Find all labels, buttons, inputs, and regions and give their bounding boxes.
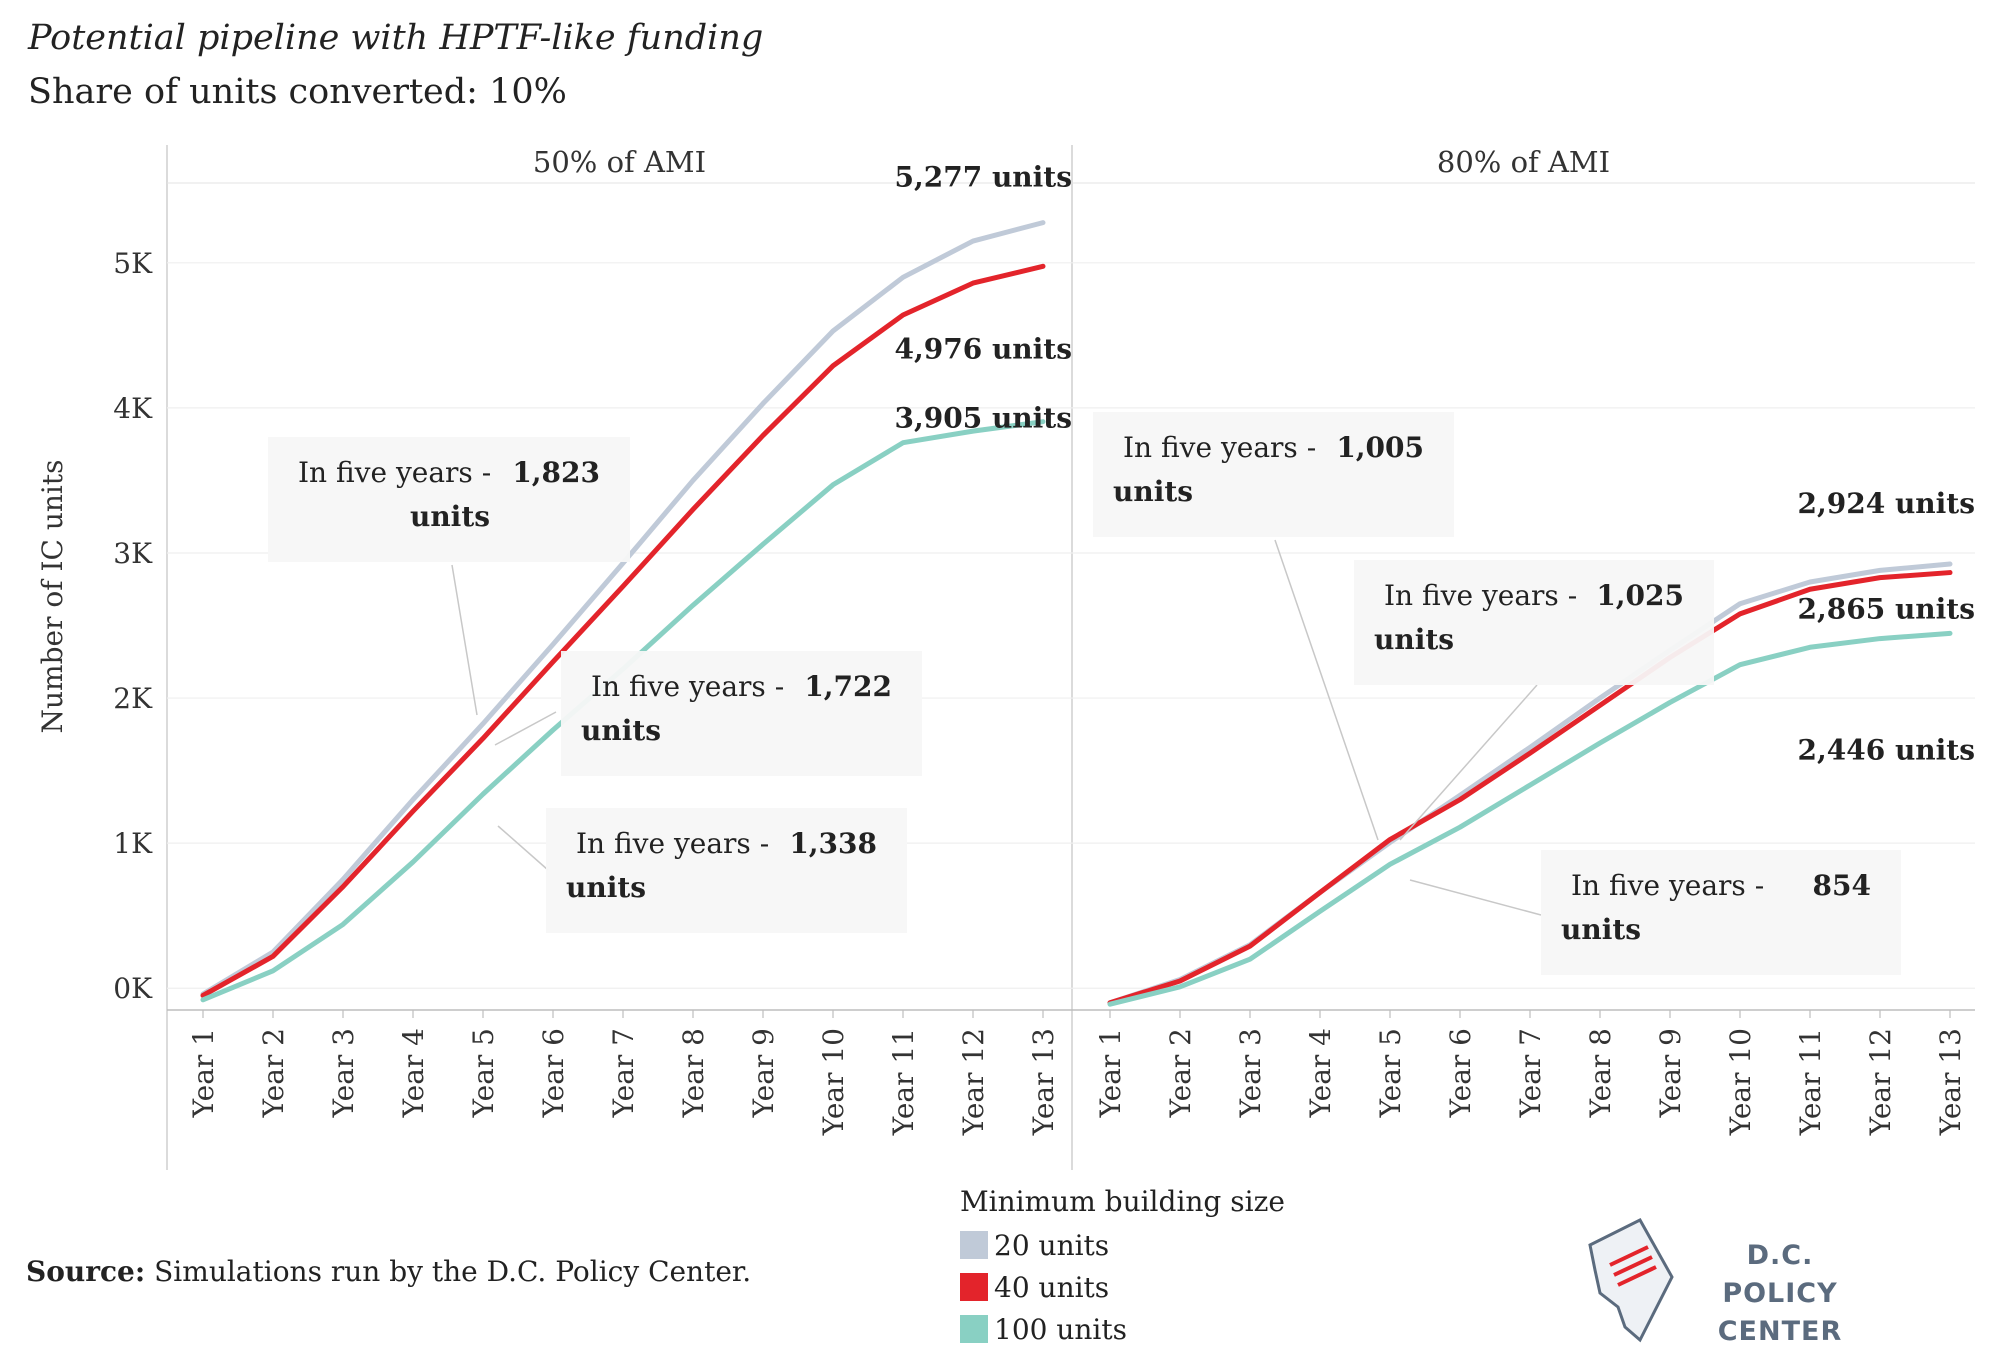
y-tick-label: 4K — [113, 392, 153, 425]
end-value-label: 2,446 units — [1798, 733, 1975, 766]
callout-leader-line — [1399, 684, 1538, 841]
callout-number: 1,338 — [789, 827, 877, 860]
callout-leader-line — [497, 825, 549, 871]
callout-prefix: In five years - — [576, 827, 769, 860]
callout-box — [561, 651, 922, 776]
legend-title: Minimum building size — [960, 1185, 1285, 1218]
x-tick-label: Year 5 — [467, 1028, 500, 1118]
legend-item-20-units[interactable]: 20 units — [960, 1224, 1285, 1266]
callout-number: 1,722 — [804, 670, 892, 703]
callout-leader-line — [1409, 879, 1542, 916]
end-value-label: 5,277 units — [895, 161, 1072, 194]
end-value-label: 2,865 units — [1798, 593, 1975, 626]
x-tick-label: Year 3 — [327, 1028, 360, 1118]
x-tick-label: Year 4 — [1304, 1028, 1337, 1118]
callout-prefix: In five years - — [1571, 869, 1764, 902]
x-tick-label: Year 5 — [1374, 1028, 1407, 1118]
series-line-20-units — [200, 220, 1046, 997]
x-tick-label: Year 1 — [187, 1028, 220, 1118]
x-tick-label: Year 4 — [397, 1028, 430, 1118]
legend-swatch — [960, 1231, 988, 1259]
callout-leader-line — [1274, 539, 1379, 841]
logo-line-2: CENTER — [1717, 1316, 1843, 1347]
x-tick-label: Year 12 — [1864, 1028, 1897, 1136]
x-tick-label: Year 9 — [747, 1028, 780, 1118]
y-tick-label: 2K — [113, 682, 153, 715]
series-line-40-units — [1107, 570, 1953, 1006]
legend-label: 20 units — [994, 1228, 1110, 1262]
callout-leader-line — [451, 564, 478, 716]
x-tick-label: Year 8 — [1584, 1028, 1617, 1118]
x-tick-label: Year 1 — [1094, 1028, 1127, 1118]
logo-line-1: D.C. POLICY — [1722, 1240, 1838, 1309]
x-tick-label: Year 6 — [537, 1028, 570, 1118]
panel-title: 80% of AMI — [1437, 145, 1610, 179]
callout-prefix: In five years - — [298, 456, 491, 489]
x-tick-label: Year 13 — [1027, 1028, 1060, 1136]
series-line-100-units — [1107, 630, 1953, 1007]
x-tick-label: Year 2 — [1164, 1028, 1197, 1118]
legend-label: 100 units — [994, 1312, 1127, 1346]
callout-box — [1093, 412, 1454, 537]
source-note: Source: Simulations run by the D.C. Poli… — [26, 1255, 751, 1288]
callout-box — [546, 808, 907, 933]
callout-number: 1,005 — [1336, 431, 1424, 464]
x-tick-label: Year 10 — [1724, 1028, 1757, 1136]
legend-swatch — [960, 1273, 988, 1301]
x-tick-label: Year 6 — [1444, 1028, 1477, 1118]
y-tick-label: 5K — [113, 247, 153, 280]
x-tick-label: Year 2 — [257, 1028, 290, 1118]
x-tick-label: Year 11 — [887, 1028, 920, 1136]
legend: Minimum building size 20 units 40 units … — [960, 1185, 1285, 1350]
chart-subtitle: Share of units converted: 10% — [28, 72, 567, 112]
callout-suffix: units — [1374, 623, 1454, 656]
dc-policy-center-logo: D.C. POLICY CENTER — [1580, 1215, 1870, 1355]
callout-number: 854 — [1813, 869, 1871, 902]
callout-suffix: units — [410, 500, 490, 533]
callout-prefix: In five years - — [591, 670, 784, 703]
y-tick-label: 1K — [113, 827, 153, 860]
callout-number: 1,025 — [1596, 579, 1684, 612]
x-tick-label: Year 11 — [1794, 1028, 1827, 1136]
y-tick-label: 0K — [113, 972, 153, 1005]
callout-leader-line — [494, 711, 557, 746]
callout-box — [268, 437, 630, 562]
end-value-label: 3,905 units — [895, 402, 1072, 435]
x-tick-label: Year 8 — [677, 1028, 710, 1118]
x-tick-label: Year 7 — [607, 1028, 640, 1118]
panel-title: 50% of AMI — [533, 145, 706, 179]
callout-prefix: In five years - — [1384, 579, 1577, 612]
x-tick-label: Year 10 — [817, 1028, 850, 1136]
series-line-40-units — [200, 263, 1046, 998]
x-tick-label: Year 9 — [1654, 1028, 1687, 1118]
end-value-label: 2,924 units — [1798, 487, 1975, 520]
x-tick-label: Year 12 — [957, 1028, 990, 1136]
callout-prefix: In five years - — [1123, 431, 1316, 464]
legend-item-100-units[interactable]: 100 units — [960, 1308, 1285, 1350]
legend-swatch — [960, 1315, 988, 1343]
callout-box — [1541, 850, 1901, 975]
source-label: Source: — [26, 1255, 146, 1288]
chart-title: Potential pipeline with HPTF-like fundin… — [28, 18, 764, 58]
x-tick-label: Year 3 — [1234, 1028, 1267, 1118]
callout-suffix: units — [581, 714, 661, 747]
legend-item-40-units[interactable]: 40 units — [960, 1266, 1285, 1308]
y-tick-label: 3K — [113, 537, 153, 570]
callout-suffix: units — [566, 871, 646, 904]
source-text: Simulations run by the D.C. Policy Cente… — [154, 1255, 752, 1288]
callout-suffix: units — [1113, 475, 1193, 508]
callout-number: 1,823 — [512, 456, 600, 489]
dc-map-icon — [1588, 1218, 1674, 1343]
end-value-label: 4,976 units — [895, 332, 1072, 365]
y-axis-label: Number of IC units — [36, 459, 69, 733]
x-tick-label: Year 13 — [1934, 1028, 1967, 1136]
callout-suffix: units — [1561, 913, 1641, 946]
callout-box — [1354, 560, 1714, 685]
x-tick-label: Year 7 — [1514, 1028, 1547, 1118]
legend-label: 40 units — [994, 1270, 1110, 1304]
